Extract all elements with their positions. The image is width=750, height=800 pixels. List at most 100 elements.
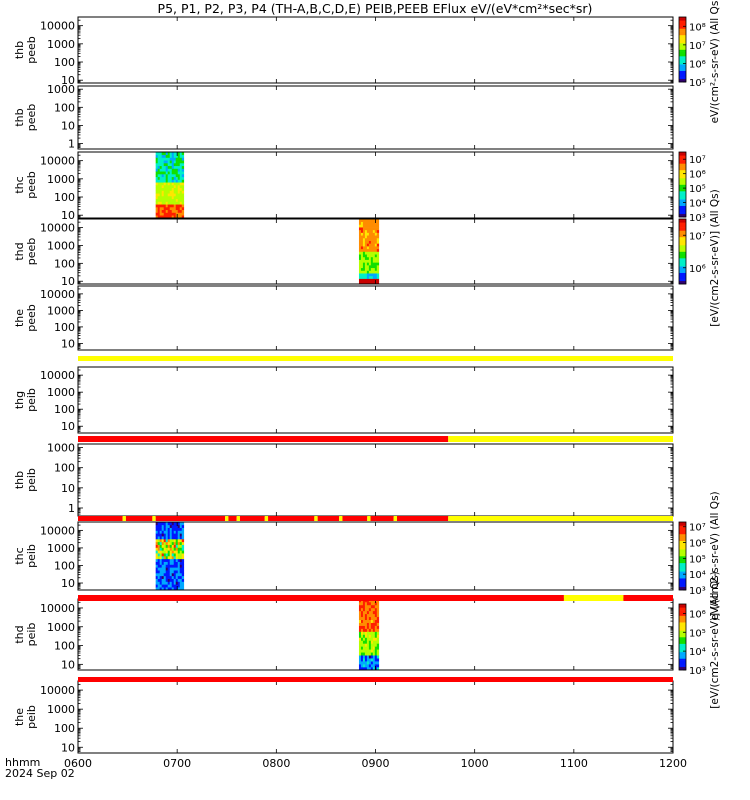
spectrogram-cell: [155, 171, 158, 175]
colorbar-step: [679, 72, 686, 75]
spectrogram-cell: [173, 168, 177, 172]
colorbar-step: [679, 266, 686, 269]
spectrogram-cell: [376, 270, 380, 274]
spectrogram-cell: [159, 201, 162, 205]
spectrogram-cell: [159, 558, 162, 562]
spectrogram-cell: [362, 281, 366, 285]
spectrogram-cell: [364, 643, 368, 647]
spectrogram-cell: [171, 561, 175, 565]
spectrogram-cell: [165, 587, 169, 591]
spectrogram-cell: [360, 243, 364, 247]
status-segment-red: [396, 516, 449, 521]
colorbar-step: [679, 205, 686, 208]
y-tick-label: 10000: [40, 524, 75, 537]
colorbar-step: [679, 213, 686, 216]
spectrogram-cell: [161, 160, 165, 164]
colorbar-step: [679, 39, 686, 42]
spectrogram-cell: [179, 165, 183, 169]
spectrogram-cell: [163, 527, 167, 531]
spectrogram-cell: [155, 567, 158, 571]
spectrogram-cell: [372, 646, 376, 650]
spectrogram-cell: [374, 273, 378, 277]
colorbar-step: [679, 586, 686, 589]
colorbar-step: [679, 256, 686, 259]
colorbar-tick-label: 10³: [689, 666, 706, 677]
spectrogram-cell: [362, 243, 366, 247]
spectrogram-cell: [169, 193, 173, 197]
spectrogram-cell: [177, 524, 181, 528]
spectrogram-cell: [169, 165, 173, 169]
spectrogram-cell: [167, 212, 171, 216]
spectrogram-cell: [173, 157, 177, 161]
spectrogram-cell: [173, 522, 177, 526]
colorbar-step: [679, 643, 686, 646]
spectrogram-cell: [159, 176, 162, 180]
spectrogram-cell: [366, 219, 370, 223]
spectrogram-cell: [181, 584, 185, 588]
colorbar-step: [679, 650, 686, 653]
spectrogram-cell: [181, 187, 185, 191]
spectrogram-cell: [157, 168, 160, 172]
spectrogram-cell: [167, 573, 171, 577]
spectrogram-cell: [374, 256, 378, 260]
spectrogram-cell: [177, 533, 181, 537]
status-segment-yellow: [314, 516, 318, 521]
spectrogram-cell: [177, 176, 181, 180]
spectrogram-cell: [157, 584, 160, 588]
colorbar-step: [679, 80, 686, 83]
colorbar-step: [679, 179, 686, 182]
colorbar-step: [679, 635, 686, 638]
spectrogram-cell: [163, 573, 167, 577]
spectrogram-cell: [177, 561, 181, 565]
spectrogram-cell: [163, 524, 167, 528]
colorbar-step: [679, 75, 686, 78]
spectrogram-cell: [159, 209, 162, 213]
spectrogram-cell: [169, 539, 173, 543]
spectrogram-cell: [372, 661, 376, 665]
spectrogram-cell: [358, 254, 362, 258]
time-axis-date: 2024 Sep 02: [5, 767, 75, 780]
colorbar-step: [679, 236, 686, 239]
spectrogram-block: [155, 152, 185, 219]
spectrogram-cell: [177, 564, 181, 568]
spectrogram-cell: [165, 176, 169, 180]
spectrogram-cell: [157, 171, 160, 175]
spectrogram-cell: [169, 530, 173, 534]
spectrogram-cell: [360, 248, 364, 252]
spectrogram-cell: [175, 547, 179, 551]
spectrogram-cell: [376, 240, 380, 244]
spectrogram-cell: [171, 584, 175, 588]
spectrogram-cell: [157, 530, 160, 534]
spectrogram-cell: [368, 604, 372, 609]
spectrogram-cell: [173, 215, 177, 219]
spectrogram-cell: [362, 254, 366, 258]
spectrogram-block: [358, 599, 380, 671]
spectrogram-cell: [163, 575, 167, 579]
colorbar-step: [679, 67, 686, 70]
spectrogram-cell: [163, 163, 167, 167]
spectrogram-cell: [364, 634, 368, 638]
spectrogram-cell: [155, 154, 158, 158]
panel-frame: [77, 16, 674, 84]
spectrogram-cell: [358, 649, 362, 653]
spectrogram-cell: [368, 625, 372, 629]
spectrogram-cell: [173, 187, 177, 191]
colorbar-step: [679, 161, 686, 164]
colorbar-step: [679, 537, 686, 540]
spectrogram-cell: [368, 256, 372, 260]
spectrogram-cell: [173, 547, 177, 551]
spectrogram-cell: [169, 171, 173, 175]
spectrogram-cell: [177, 168, 181, 172]
x-tick-label: 0700: [163, 757, 191, 770]
spectrogram-cell: [173, 544, 177, 548]
colorbar-units-label: eV/(cm²-s-sr-eV) (All Qs): [709, 0, 721, 123]
spectrogram-cell: [167, 201, 171, 205]
spectrogram-cell: [366, 637, 370, 641]
status-bar: [78, 677, 673, 682]
spectrogram-cell: [163, 165, 167, 169]
spectrogram-cell: [364, 637, 368, 641]
colorbar-step: [679, 533, 686, 536]
spectrogram-cell: [364, 227, 368, 231]
spectrogram-cell: [157, 179, 160, 183]
spectrogram-cell: [161, 182, 165, 186]
